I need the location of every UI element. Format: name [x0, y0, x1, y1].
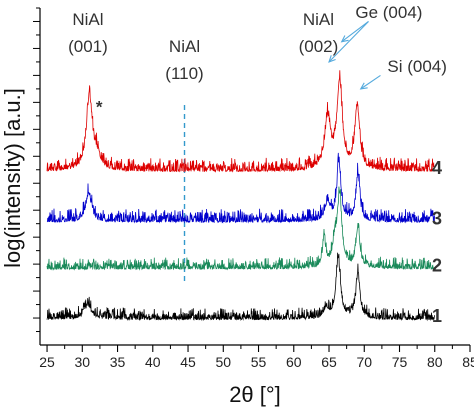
peak-annotations: NiAl (001) * NiAl (110) NiAl (002) Ge (004) Si (… — [68, 3, 447, 116]
data-series — [46, 70, 436, 322]
peak-annotation-0: NiAl — [72, 10, 103, 29]
series-1-line — [46, 252, 436, 322]
x-tick-label-25: 25 — [39, 354, 55, 370]
peak-annotation-5: NiAl — [303, 10, 334, 29]
x-tick-label-85: 85 — [462, 354, 474, 370]
curve-label-1: 1 — [432, 306, 442, 326]
series-2-line — [46, 186, 436, 271]
y-ticks — [33, 7, 40, 333]
x-tick-labels: 25 30 35 40 45 50 55 60 65 70 75 80 85 — [39, 354, 474, 370]
x-tick-label-65: 65 — [321, 354, 337, 370]
curve-label-3: 3 — [432, 208, 442, 228]
y-axis-label: log(intensity) [a.u.] — [0, 88, 25, 268]
peak-annotation-7: Ge (004) — [355, 3, 422, 22]
axes-frame — [39, 8, 470, 346]
series-4-line — [46, 70, 436, 173]
peak-arrows — [328, 21, 381, 90]
curve-labels: 1 2 3 4 — [432, 158, 442, 326]
arrow-head-1 — [328, 55, 336, 63]
arrow-line-2 — [360, 74, 381, 90]
x-tick-label-45: 45 — [180, 354, 196, 370]
arrow-line-0 — [341, 21, 369, 43]
x-tick-label-70: 70 — [356, 354, 372, 370]
x-tick-label-75: 75 — [392, 354, 408, 370]
x-tick-label-30: 30 — [75, 354, 91, 370]
curve-label-4: 4 — [432, 158, 442, 178]
x-axis-label: 2θ [°] — [229, 382, 281, 407]
x-tick-label-40: 40 — [145, 354, 161, 370]
series-3-line — [46, 152, 436, 224]
peak-annotation-4: (110) — [165, 64, 203, 83]
arrow-head-2 — [359, 82, 368, 90]
peak-annotation-6: (002) — [299, 37, 339, 56]
curve-label-2: 2 — [432, 255, 442, 275]
peak-annotation-3: NiAl — [169, 37, 200, 56]
x-tick-label-50: 50 — [215, 354, 231, 370]
peak-annotation-2: * — [96, 97, 103, 116]
x-tick-label-55: 55 — [251, 354, 267, 370]
x-ticks — [46, 345, 471, 352]
peak-annotation-8: Si (004) — [387, 57, 447, 76]
peak-annotation-1: (001) — [68, 37, 108, 56]
arrow-head-0 — [340, 35, 349, 43]
x-tick-label-60: 60 — [286, 354, 302, 370]
arrow-line-1 — [328, 21, 369, 63]
x-tick-label-35: 35 — [110, 354, 126, 370]
x-tick-label-80: 80 — [427, 354, 443, 370]
